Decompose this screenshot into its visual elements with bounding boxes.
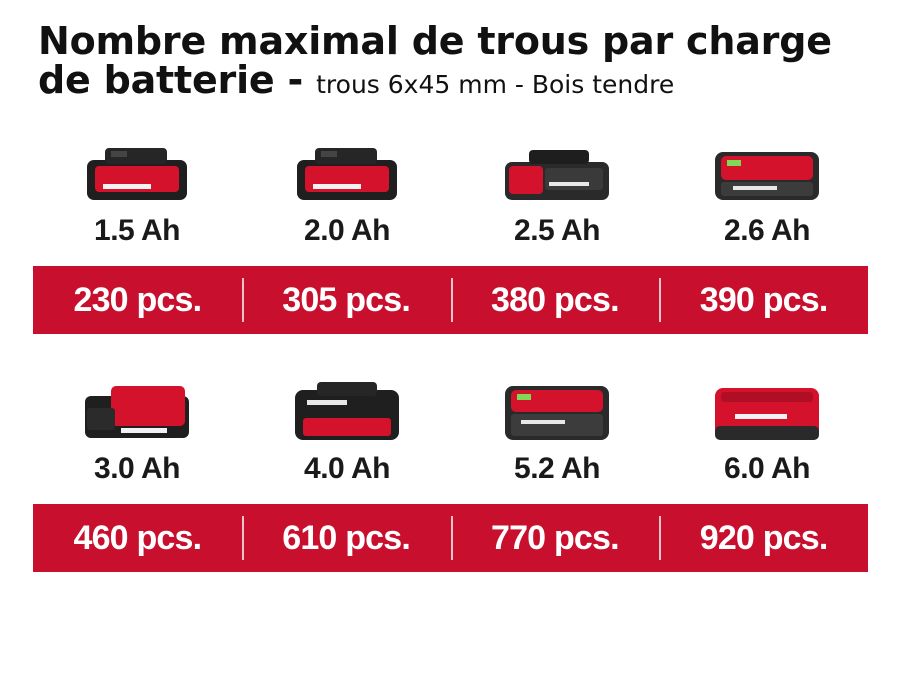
battery-card: 1.5 Ah — [33, 132, 241, 252]
battery-icon — [715, 388, 819, 440]
battery-icon — [295, 382, 399, 440]
battery-card: 5.2 Ah — [453, 370, 661, 490]
title-line-2: de batterie - — [38, 58, 304, 102]
battery-capacity: 3.0 Ah — [94, 452, 180, 485]
holes-bar: 230 pcs. 305 pcs. 380 pcs. 390 pcs. — [33, 266, 868, 334]
battery-card: 2.5 Ah — [453, 132, 661, 252]
battery-row-2: 3.0 Ah 4.0 Ah 5.2 Ah — [33, 370, 868, 610]
battery-capacity: 6.0 Ah — [724, 452, 810, 485]
battery-icon — [715, 152, 819, 200]
battery-card: 2.6 Ah — [663, 132, 871, 252]
battery-icon — [505, 150, 609, 200]
holes-bar: 460 pcs. 610 pcs. 770 pcs. 920 pcs. — [33, 504, 868, 572]
battery-capacity: 4.0 Ah — [304, 452, 390, 485]
holes-value: 305 pcs. — [241, 266, 451, 334]
title-subtitle: trous 6x45 mm - Bois tendre — [316, 70, 675, 99]
holes-value: 770 pcs. — [450, 504, 660, 572]
battery-capacity: 2.5 Ah — [514, 214, 600, 247]
battery-icon — [505, 386, 609, 440]
holes-value: 380 pcs. — [450, 266, 660, 334]
battery-card: 4.0 Ah — [243, 370, 451, 490]
battery-capacity: 2.6 Ah — [724, 214, 810, 247]
battery-card: 2.0 Ah — [243, 132, 451, 252]
holes-value: 460 pcs. — [73, 518, 202, 557]
battery-capacity: 5.2 Ah — [514, 452, 600, 485]
holes-value: 390 pcs. — [659, 266, 868, 334]
battery-icon — [87, 148, 187, 200]
battery-row-1: 1.5 Ah 2.0 Ah 2.5 Ah — [33, 132, 868, 372]
battery-capacity: 2.0 Ah — [304, 214, 390, 247]
holes-value: 230 pcs. — [73, 280, 202, 319]
battery-icon — [85, 386, 189, 438]
battery-card: 6.0 Ah — [663, 370, 871, 490]
page-title: Nombre maximal de trous par charge de ba… — [38, 22, 878, 104]
holes-value: 610 pcs. — [241, 504, 451, 572]
battery-card: 3.0 Ah — [33, 370, 241, 490]
holes-value: 920 pcs. — [659, 504, 868, 572]
battery-icon — [297, 148, 397, 200]
battery-capacity: 1.5 Ah — [94, 214, 180, 247]
title-line-1: Nombre maximal de trous par charge — [38, 19, 832, 63]
